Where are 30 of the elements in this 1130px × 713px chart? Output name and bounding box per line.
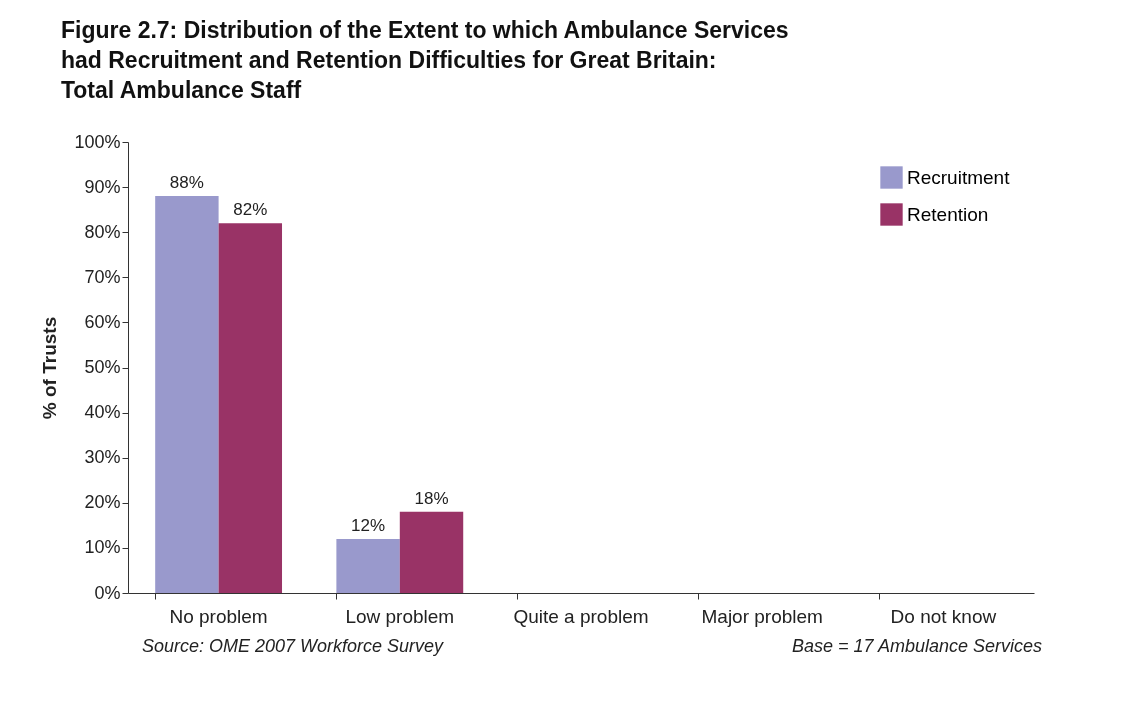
bar [399,511,464,593]
y-tick-label: 100% [74,131,121,152]
x-tick-label: Low problem [345,605,455,627]
y-tick-label: 50% [84,357,121,377]
text: Base = 17 Ambulance Services [792,636,1042,657]
source-note: Source: OME 2007 Workforce Survey [142,636,444,657]
data-label: 12% [351,515,386,535]
legend-label: Recruitment [907,166,1011,188]
x-tick-label: Quite a problem [513,605,649,627]
x-tick-label: Do not know [890,605,997,627]
data-label: 82% [233,200,268,220]
y-tick-label: 30% [84,447,121,468]
y-tick-label: 70% [84,266,121,287]
y-tick-label: 90% [84,176,121,197]
data-label: 88% [169,173,204,193]
y-tick-label: 40% [84,402,121,423]
y-axis-title: % of Trusts [39,316,61,420]
bar [218,223,283,593]
y-tick-label: 10% [84,537,121,558]
y-tick-label: 20% [84,492,121,513]
legend-label: Retention [907,203,989,225]
y-tick-label: 60% [84,311,121,332]
y-tick-label: 0% [94,582,121,603]
x-tick-label: Major problem [701,605,823,627]
y-tick-label: 80% [84,221,121,242]
chart-title: Figure 2.7: Distribution of the Extent to which Ambulance Services had Recruitment and Retention Difficulties for Great Britain: Total Ambulance Staff [60,17,789,103]
x-tick-label: No problem [169,605,268,627]
bar [155,196,219,593]
bar [336,538,400,593]
data-label: 18% [414,488,449,508]
